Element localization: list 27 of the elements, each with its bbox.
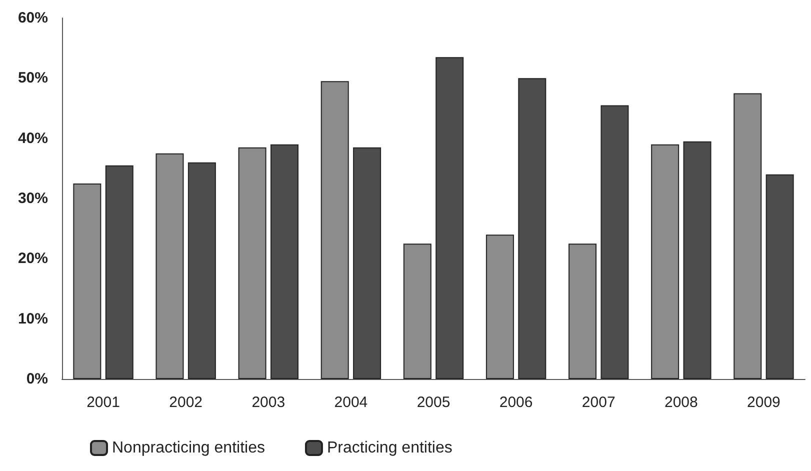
x-tick-label: 2006: [499, 394, 533, 411]
x-tick-label: 2009: [747, 394, 780, 411]
bar: [486, 234, 514, 379]
bar: [651, 144, 680, 379]
y-tick-label: 10%: [18, 310, 48, 328]
x-tick-label: 2001: [86, 394, 120, 411]
y-tick-label: 30%: [18, 190, 48, 207]
y-tick-label: 60%: [18, 10, 48, 26]
bar: [320, 81, 349, 379]
bar: [568, 244, 597, 379]
bar: [403, 244, 432, 379]
x-tick-label: 2003: [252, 394, 286, 411]
legend-label: Nonpracticing entities: [112, 440, 265, 456]
x-tick-label: 2005: [416, 394, 450, 411]
bar: [238, 147, 266, 379]
bar: [156, 153, 184, 379]
legend-label: Practicing entities: [326, 440, 452, 456]
y-tick-label: 20%: [18, 250, 48, 268]
y-tick-label: 0%: [26, 370, 48, 388]
y-tick-label: 50%: [18, 70, 48, 87]
x-tick-label: 2007: [582, 394, 616, 411]
y-tick-label: 40%: [18, 130, 48, 147]
x-tick-label: 2002: [169, 394, 203, 411]
bar: [73, 183, 102, 379]
bar: [734, 93, 762, 379]
x-tick-label: 2004: [334, 394, 368, 411]
x-tick-label: 2008: [664, 394, 698, 411]
